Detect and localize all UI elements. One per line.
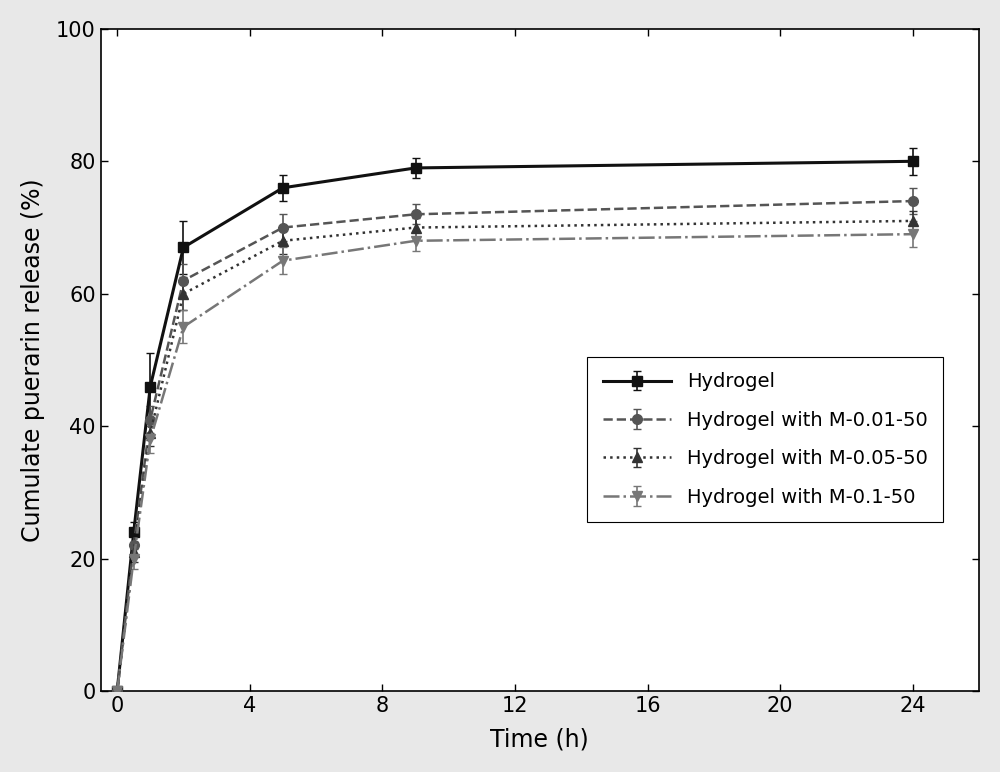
Y-axis label: Cumulate puerarin release (%): Cumulate puerarin release (%) [21, 178, 45, 542]
Legend: Hydrogel, Hydrogel with M-0.01-50, Hydrogel with M-0.05-50, Hydrogel with M-0.1-: Hydrogel, Hydrogel with M-0.01-50, Hydro… [587, 357, 943, 522]
X-axis label: Time (h): Time (h) [490, 727, 589, 751]
